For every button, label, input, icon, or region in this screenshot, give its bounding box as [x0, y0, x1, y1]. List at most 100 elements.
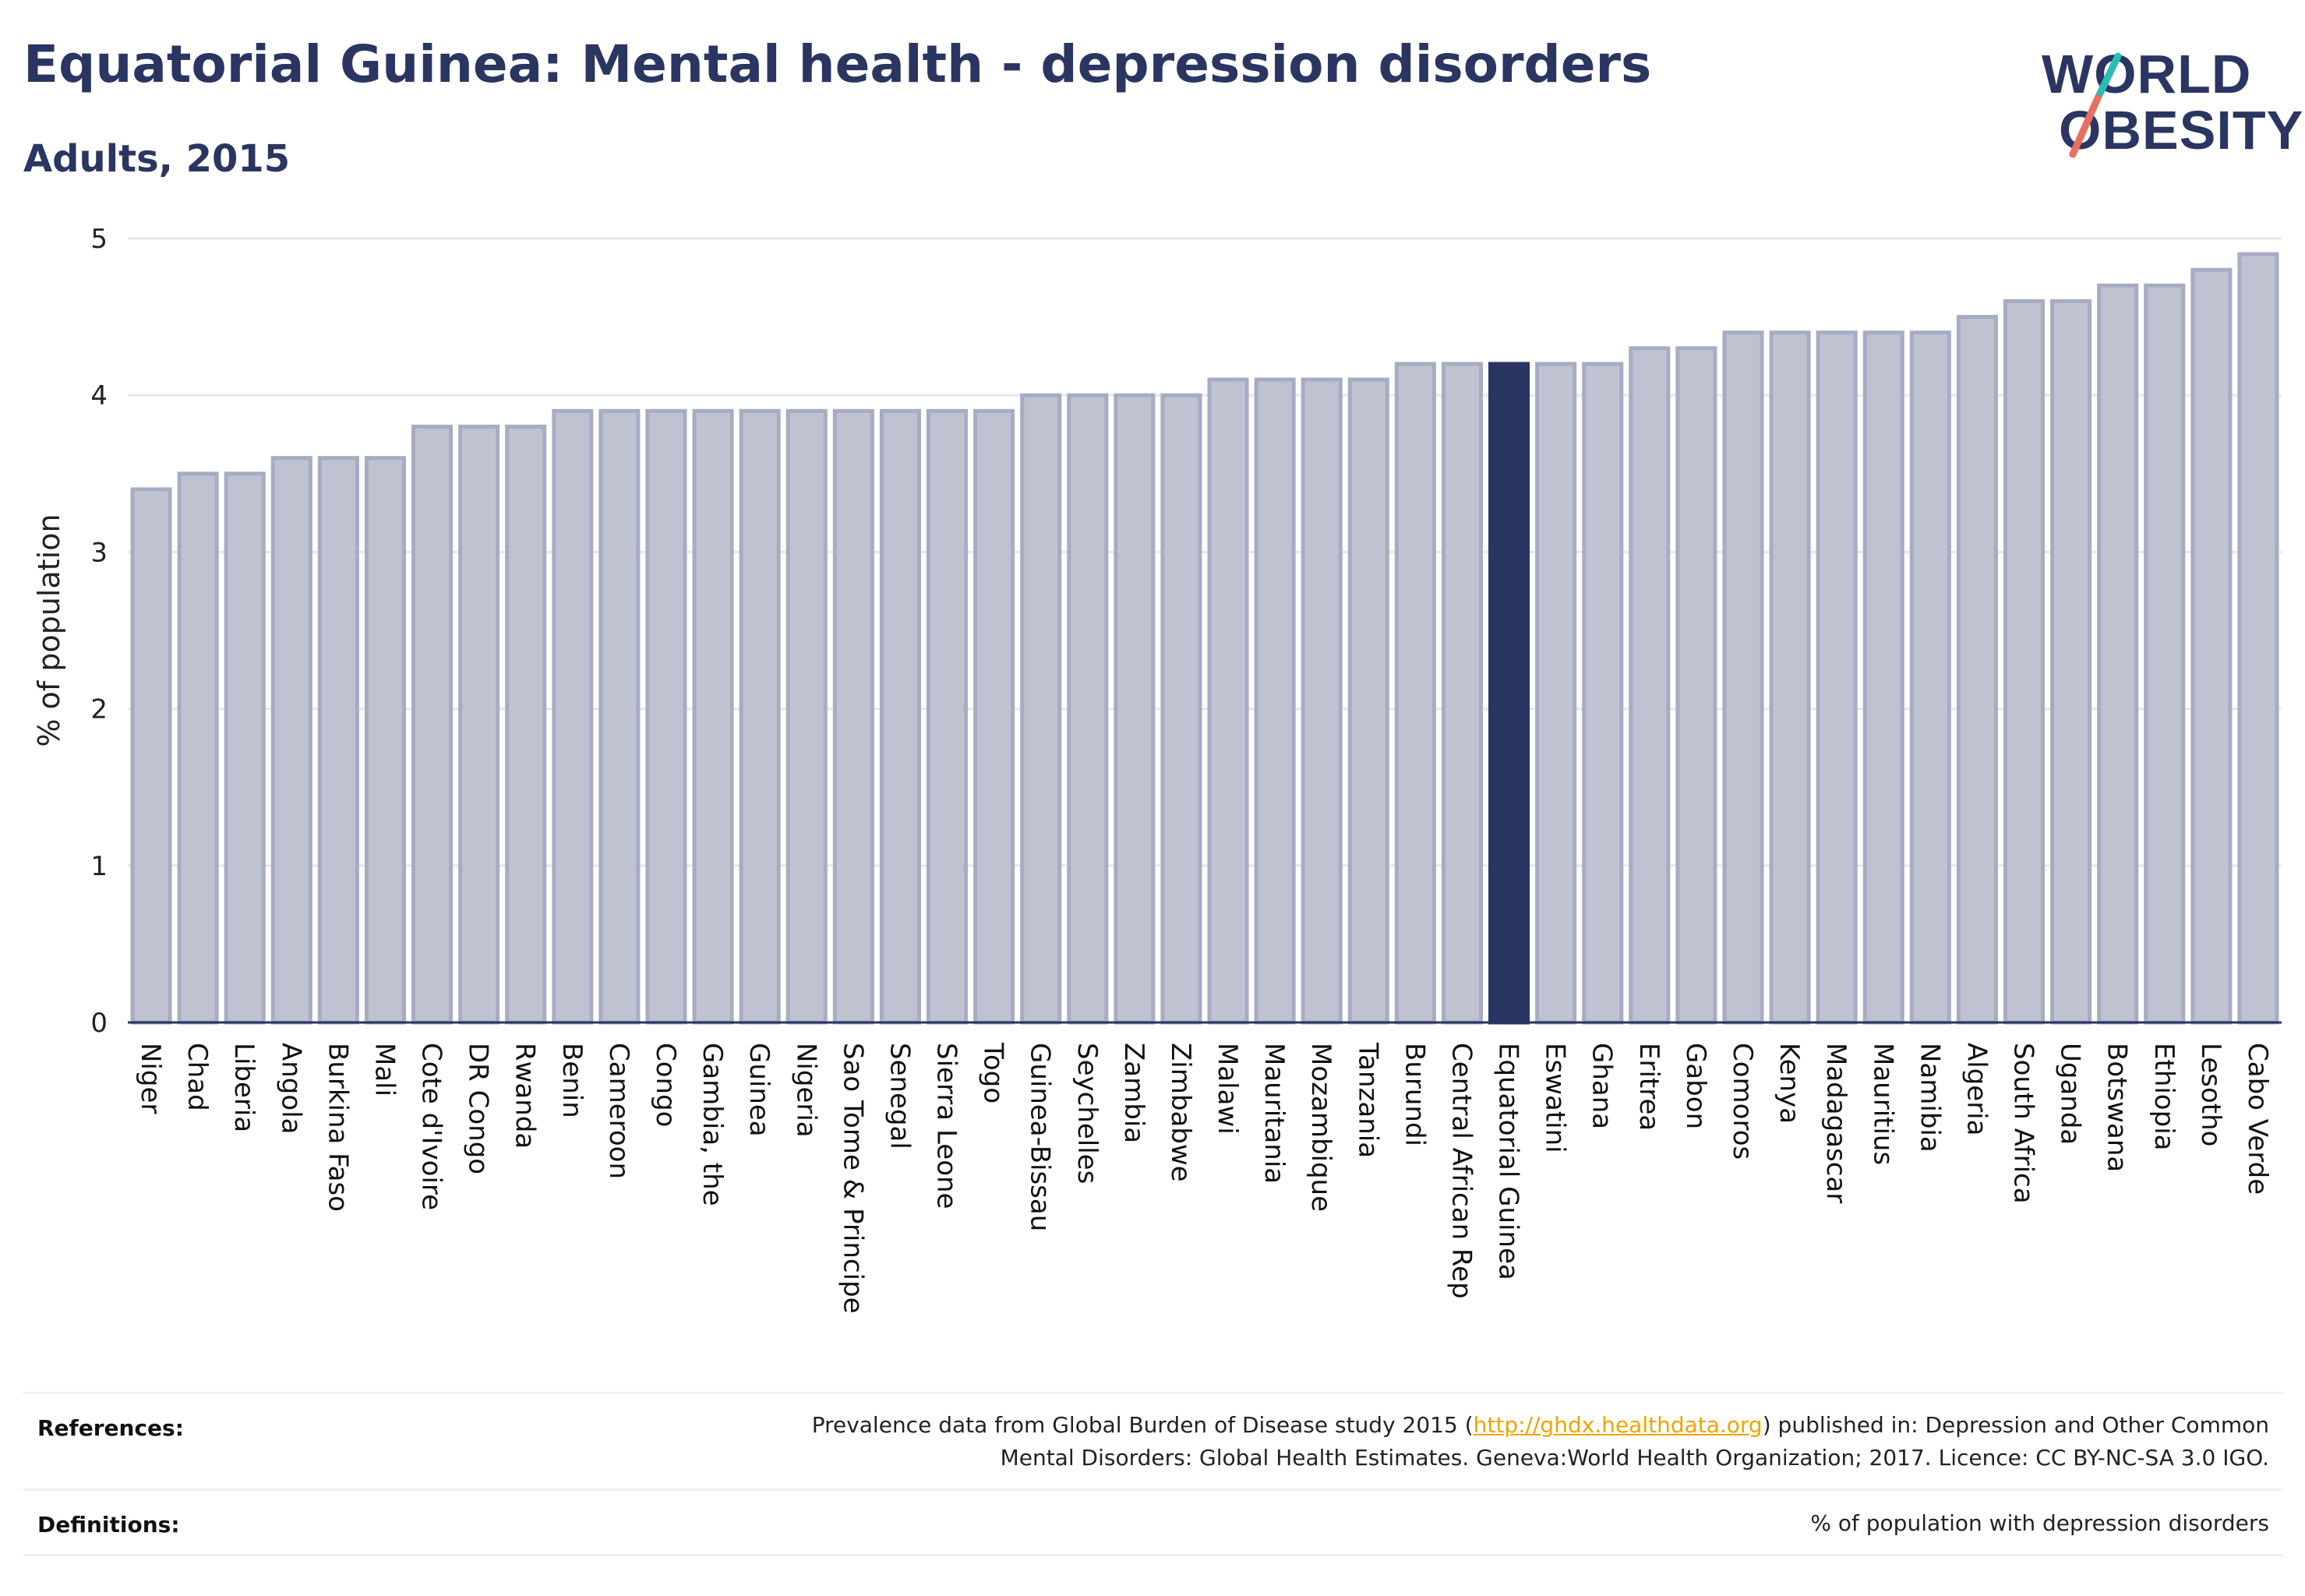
x-tick-label: Mauritius: [1867, 1043, 1898, 1165]
definitions-label: Definitions:: [37, 1512, 180, 1538]
x-tick-label: Ethiopia: [2148, 1043, 2180, 1150]
bar: [1207, 377, 1249, 1025]
bar: [1394, 362, 1436, 1025]
bar: [270, 456, 312, 1025]
bar: [224, 471, 266, 1025]
x-tick-label: Eritrea: [1633, 1043, 1664, 1131]
bar-chart: 0 1 2 3 4 5 % of population Niger Chad Liberia Ang…: [32, 224, 2282, 1314]
x-tick-label: Malawi: [1212, 1043, 1243, 1135]
bar: [598, 408, 641, 1025]
chart-subtitle: Adults, 2015: [23, 137, 291, 181]
bar: [1347, 377, 1389, 1025]
bar: [1675, 346, 1717, 1025]
x-tick-label: Namibia: [1914, 1043, 1945, 1153]
bar: [785, 408, 828, 1025]
x-tick-label: Uganda: [2055, 1043, 2086, 1145]
bar: [1722, 330, 1764, 1025]
bar: [1535, 362, 1577, 1025]
bar: [2050, 298, 2092, 1025]
x-tick-label: Rwanda: [510, 1043, 541, 1149]
x-tick-label: Sierra Leone: [931, 1043, 962, 1209]
x-tick-label: Algeria: [1961, 1043, 1992, 1135]
y-tick-label: 4: [90, 380, 108, 411]
y-tick-label: 5: [90, 224, 108, 255]
bar: [1862, 330, 1904, 1025]
x-tick-label: Congo: [650, 1043, 681, 1127]
world-obesity-logo: WORLD OBESITY: [2026, 31, 2303, 164]
x-tick-label: Kenya: [1774, 1043, 1805, 1124]
x-tick-label: Mali: [369, 1043, 400, 1096]
footer-divider-top: [23, 1392, 2283, 1394]
x-tick-label: Guinea: [743, 1043, 775, 1137]
bar: [458, 424, 500, 1025]
x-tick-label: Liberia: [228, 1043, 259, 1132]
x-tick-label: Tanzania: [1352, 1042, 1383, 1158]
logo-word-world: WORLD: [2042, 44, 2252, 104]
bar: [411, 424, 454, 1025]
x-tick-label: South Africa: [2008, 1043, 2039, 1204]
bar: [1254, 377, 1296, 1025]
references-link[interactable]: http://ghdx.healthdata.org: [1473, 1412, 1763, 1438]
y-tick-label: 3: [90, 537, 108, 568]
x-tick-label: Chad: [182, 1043, 213, 1111]
bar: [505, 424, 547, 1025]
bar: [1816, 330, 1858, 1025]
x-tick-label: Eswatini: [1540, 1043, 1571, 1153]
bar: [2097, 283, 2139, 1025]
x-tick-label: Gabon: [1680, 1043, 1711, 1129]
bar: [1909, 330, 1951, 1025]
bar: [1160, 393, 1202, 1025]
x-tick-label: Cabo Verde: [2242, 1043, 2273, 1195]
references-line-1: Prevalence data from Global Burden of Di…: [811, 1412, 2269, 1438]
bar: [1956, 315, 1998, 1025]
y-tick-label: 1: [90, 851, 108, 882]
x-tick-label: Zimbabwe: [1165, 1043, 1196, 1182]
x-tick-label: Comoros: [1727, 1043, 1758, 1160]
x-tick-label: Nigeria: [790, 1043, 821, 1138]
bar: [177, 471, 219, 1025]
x-tick-label: Zambia: [1118, 1043, 1149, 1143]
bar: [1067, 393, 1109, 1025]
x-tick-label: Mozambique: [1305, 1043, 1336, 1212]
x-tick-label: Cote d'Ivoire: [416, 1043, 447, 1210]
y-tick-label: 0: [90, 1008, 108, 1039]
y-tick-label: 2: [90, 694, 108, 726]
logo-slash-icon: [2069, 52, 2122, 158]
bar: [1301, 377, 1343, 1025]
y-axis-title: % of population: [32, 514, 66, 747]
references-line-2: Mental Disorders: Global Health Estimate…: [1000, 1445, 2269, 1471]
x-tick-label: Lesotho: [2195, 1043, 2226, 1146]
x-tick-label: Sao Tome & Principe: [837, 1043, 868, 1314]
x-tick-label: Central African Rep: [1445, 1043, 1477, 1299]
x-tick-label: Mauritania: [1258, 1043, 1290, 1184]
x-tick-label: DR Congo: [463, 1043, 494, 1174]
bar: [130, 487, 172, 1025]
bar: [1114, 393, 1156, 1025]
logo-word-obesity: OBESITY: [2059, 100, 2304, 161]
bar: [317, 456, 359, 1025]
x-tick-label: Ghana: [1587, 1043, 1618, 1129]
x-tick-label: Burundi: [1399, 1043, 1430, 1146]
bar: [1629, 346, 1671, 1025]
bar: [692, 408, 734, 1025]
bar: [2003, 298, 2046, 1025]
bar: [364, 456, 407, 1025]
bar: [879, 408, 921, 1025]
bar: [1488, 362, 1530, 1025]
x-tick-label: Angola: [275, 1043, 306, 1134]
bar: [926, 408, 969, 1025]
bar: [645, 408, 687, 1025]
x-tick-label: Togo: [978, 1042, 1009, 1103]
footer-divider-middle: [23, 1488, 2283, 1491]
x-tick-label: Gambia, the: [697, 1043, 728, 1206]
x-tick-label: Botswana: [2102, 1043, 2133, 1172]
bar: [2190, 267, 2233, 1025]
x-tick-label: Seychelles: [1071, 1043, 1103, 1184]
x-tick-label: Guinea-Bissau: [1025, 1043, 1056, 1231]
x-tick-label: Burkina Faso: [322, 1043, 353, 1212]
bar: [2237, 252, 2279, 1025]
x-tick-label: Benin: [556, 1043, 588, 1118]
x-tick-label: Madagascar: [1820, 1043, 1851, 1203]
bar: [973, 408, 1015, 1025]
bar: [832, 408, 874, 1025]
